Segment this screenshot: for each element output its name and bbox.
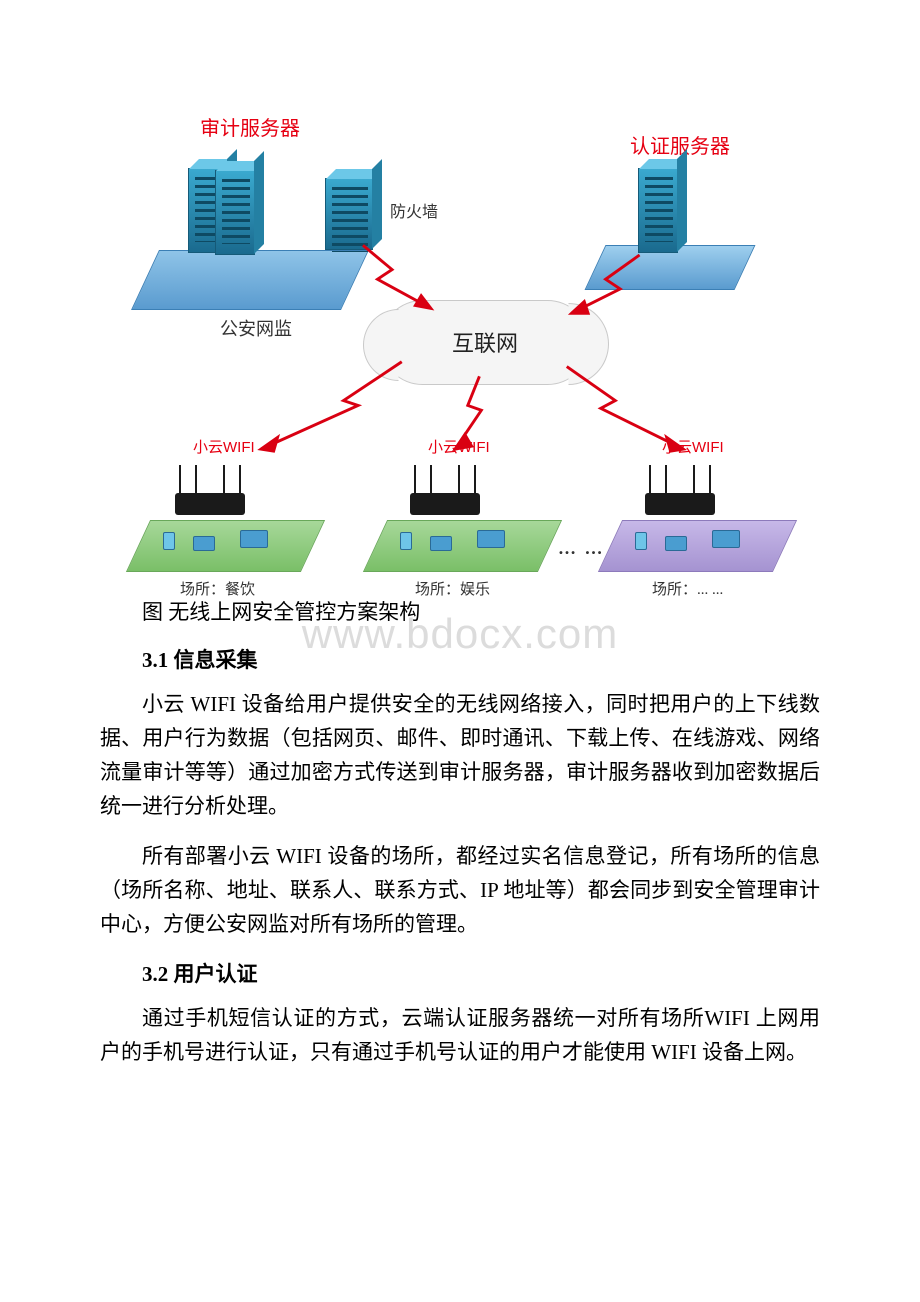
router-icon: [635, 460, 725, 515]
router-icon: [165, 460, 255, 515]
label-police-monitor: 公安网监: [220, 315, 292, 341]
label-audit-server: 审计服务器: [200, 112, 300, 141]
label-wifi-3: 小云WIFI: [662, 436, 724, 457]
label-wifi-1: 小云WIFI: [193, 436, 255, 457]
laptop-icon: [477, 530, 505, 548]
server-icon: [638, 168, 678, 253]
tablet-icon: [430, 536, 452, 551]
platform-place-1: [126, 520, 325, 572]
label-firewall: 防火墙: [390, 198, 438, 222]
paragraph: 通过手机短信认证的方式，云端认证服务器统一对所有场所WIFI 上网用户的手机号进…: [100, 1001, 820, 1069]
document-body: 图 无线上网安全管控方案架构 3.1 信息采集 小云 WIFI 设备给用户提供安…: [100, 595, 820, 1069]
platform-place-2: [363, 520, 562, 572]
laptop-icon: [712, 530, 740, 548]
paragraph: 所有部署小云 WIFI 设备的场所，都经过实名信息登记，所有场所的信息（场所名称…: [100, 839, 820, 941]
ellipsis: … …: [558, 538, 605, 559]
label-wifi-2: 小云WIFI: [428, 436, 490, 457]
heading-3-2: 3.2 用户认证: [142, 957, 820, 991]
internet-cloud: 互联网: [380, 300, 590, 385]
tablet-icon: [665, 536, 687, 551]
architecture-diagram: 审计服务器 认证服务器 防火墙 公安网监 互联网: [100, 90, 820, 585]
phone-icon: [635, 532, 647, 550]
platform-police: [131, 250, 369, 310]
laptop-icon: [240, 530, 268, 548]
heading-3-1: 3.1 信息采集: [142, 643, 820, 677]
firewall-icon: [325, 178, 373, 250]
platform-place-3: [598, 520, 797, 572]
paragraph: 小云 WIFI 设备给用户提供安全的无线网络接入，同时把用户的上下线数据、用户行…: [100, 687, 820, 823]
server-icon: [215, 170, 255, 255]
phone-icon: [400, 532, 412, 550]
figure-caption: 图 无线上网安全管控方案架构: [142, 595, 820, 629]
phone-icon: [163, 532, 175, 550]
router-icon: [400, 460, 490, 515]
tablet-icon: [193, 536, 215, 551]
